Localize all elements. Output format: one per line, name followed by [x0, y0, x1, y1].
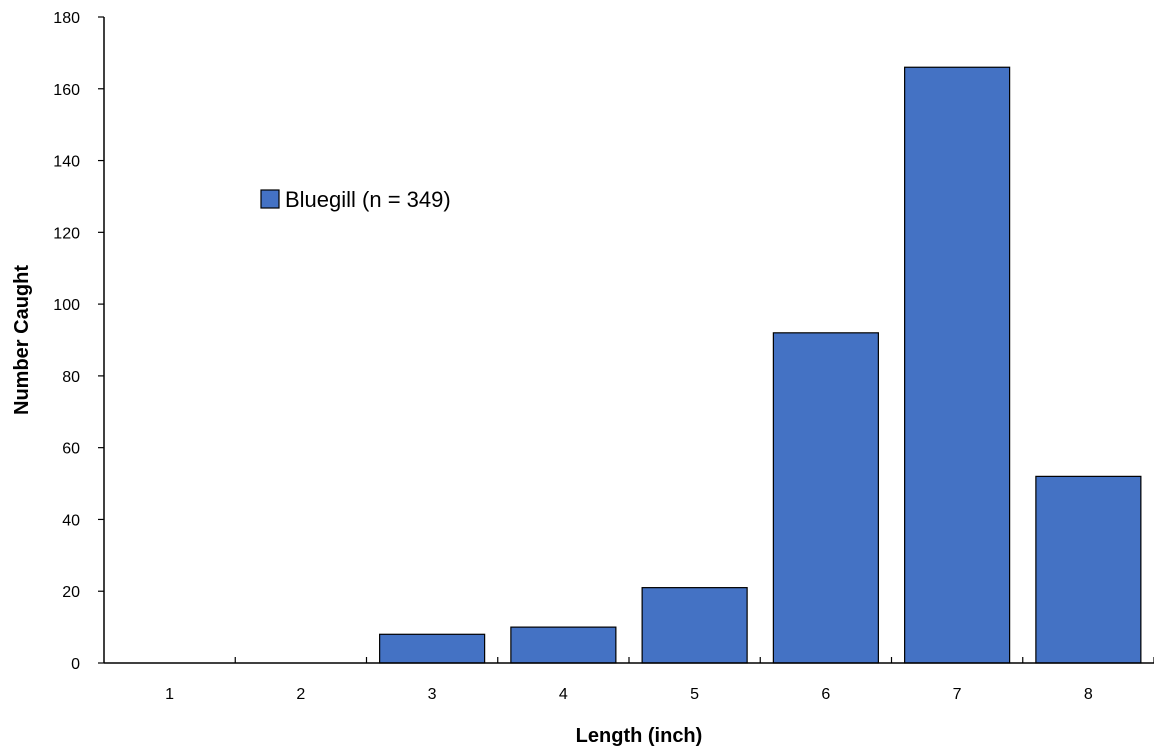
bar-6 [772, 332, 879, 664]
y-tick-label: 20 [62, 584, 80, 601]
x-tick-label: 5 [690, 686, 699, 703]
x-tick-label: 7 [953, 686, 962, 703]
y-axis-title: Number Caught [11, 265, 33, 415]
y-tick-label: 40 [62, 512, 80, 529]
legend-swatch [260, 189, 280, 209]
y-tick-label: 60 [62, 441, 80, 458]
bar-8 [1035, 475, 1142, 664]
bar-7 [904, 66, 1011, 664]
x-ticks-group: 1 2 3 4 5 6 7 8 [165, 657, 1154, 703]
x-tick-label: 4 [559, 686, 568, 703]
x-tick-label: 6 [821, 686, 830, 703]
y-tick-label: 0 [71, 656, 80, 673]
x-tick-label: 2 [296, 686, 305, 703]
legend-label: Bluegill (n = 349) [285, 187, 451, 212]
bar-4 [510, 626, 617, 664]
x-tick-label: 8 [1084, 686, 1093, 703]
y-tick-label: 140 [53, 154, 80, 171]
x-tick-label: 1 [165, 686, 174, 703]
bars-group [379, 66, 1142, 664]
y-tick-label: 180 [53, 10, 80, 27]
y-ticks-group: 0 20 40 60 80 100 120 140 160 180 [53, 10, 104, 673]
legend: Bluegill (n = 349) [260, 187, 451, 212]
bar-3 [379, 633, 486, 664]
x-tick-label: 3 [428, 686, 437, 703]
y-tick-label: 120 [53, 225, 80, 242]
bar-5 [641, 587, 748, 664]
y-tick-label: 160 [53, 82, 80, 99]
y-tick-label: 100 [53, 297, 80, 314]
x-axis-title: Length (inch) [576, 725, 703, 747]
y-tick-label: 80 [62, 369, 80, 386]
